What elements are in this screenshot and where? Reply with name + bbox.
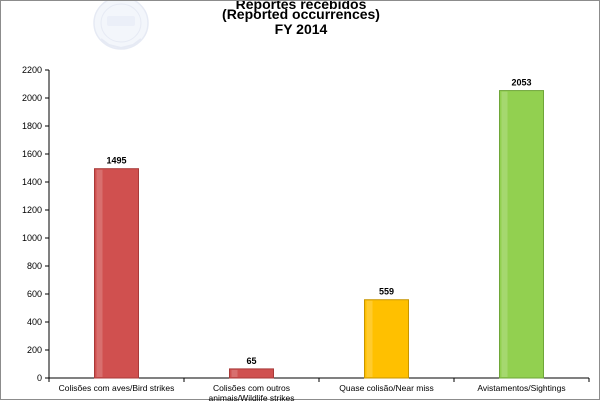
category-label-3: Quase colisão/Near miss (339, 383, 433, 393)
y-tick-label: 1000 (22, 233, 42, 243)
category-label-2: animais/Wildlife strikes (209, 393, 295, 401)
y-tick-label: 400 (27, 317, 42, 327)
data-label-1: 1495 (106, 156, 126, 166)
x-axis-categories: Colisões com aves/Bird strikes Colisões c… (59, 383, 566, 401)
data-label-2: 65 (246, 356, 256, 366)
y-tick-label: 1600 (22, 149, 42, 159)
bar-sheen (96, 169, 103, 377)
bar-4 (499, 90, 544, 379)
bar-sheen (366, 300, 373, 377)
data-label-4: 2053 (511, 78, 531, 88)
y-tick-label: 800 (27, 261, 42, 271)
data-label-3: 559 (379, 287, 394, 297)
data-labels: 1495 65 559 2053 (106, 78, 531, 366)
bar-2 (229, 368, 274, 379)
y-tick-label: 1200 (22, 205, 42, 215)
title-line-3: FY 2014 (275, 21, 328, 37)
emblem-logo (93, 1, 149, 50)
bar-3 (364, 299, 409, 379)
y-tick-label: 2000 (22, 93, 42, 103)
bar-sheen (231, 369, 238, 377)
category-label-4: Avistamentos/Sightings (477, 383, 565, 393)
y-tick-label: 200 (27, 345, 42, 355)
category-label-2: Colisões com outros (213, 383, 290, 393)
y-tick-label: 0 (37, 373, 42, 383)
title-line-2: (Reported occurrences) (222, 6, 380, 22)
title-line-1: Reportes recebidos (236, 1, 367, 12)
bars (94, 90, 544, 379)
category-label-1: Colisões com aves/Bird strikes (59, 383, 175, 393)
bar-1 (94, 168, 139, 379)
y-tick-label: 2200 (22, 65, 42, 75)
y-tick-label: 600 (27, 289, 42, 299)
y-tick-label: 1400 (22, 177, 42, 187)
chart-title: Reportes recebidos(Reported occurrences)… (222, 1, 380, 37)
bar-sheen (501, 91, 508, 377)
y-tick-label: 1800 (22, 121, 42, 131)
